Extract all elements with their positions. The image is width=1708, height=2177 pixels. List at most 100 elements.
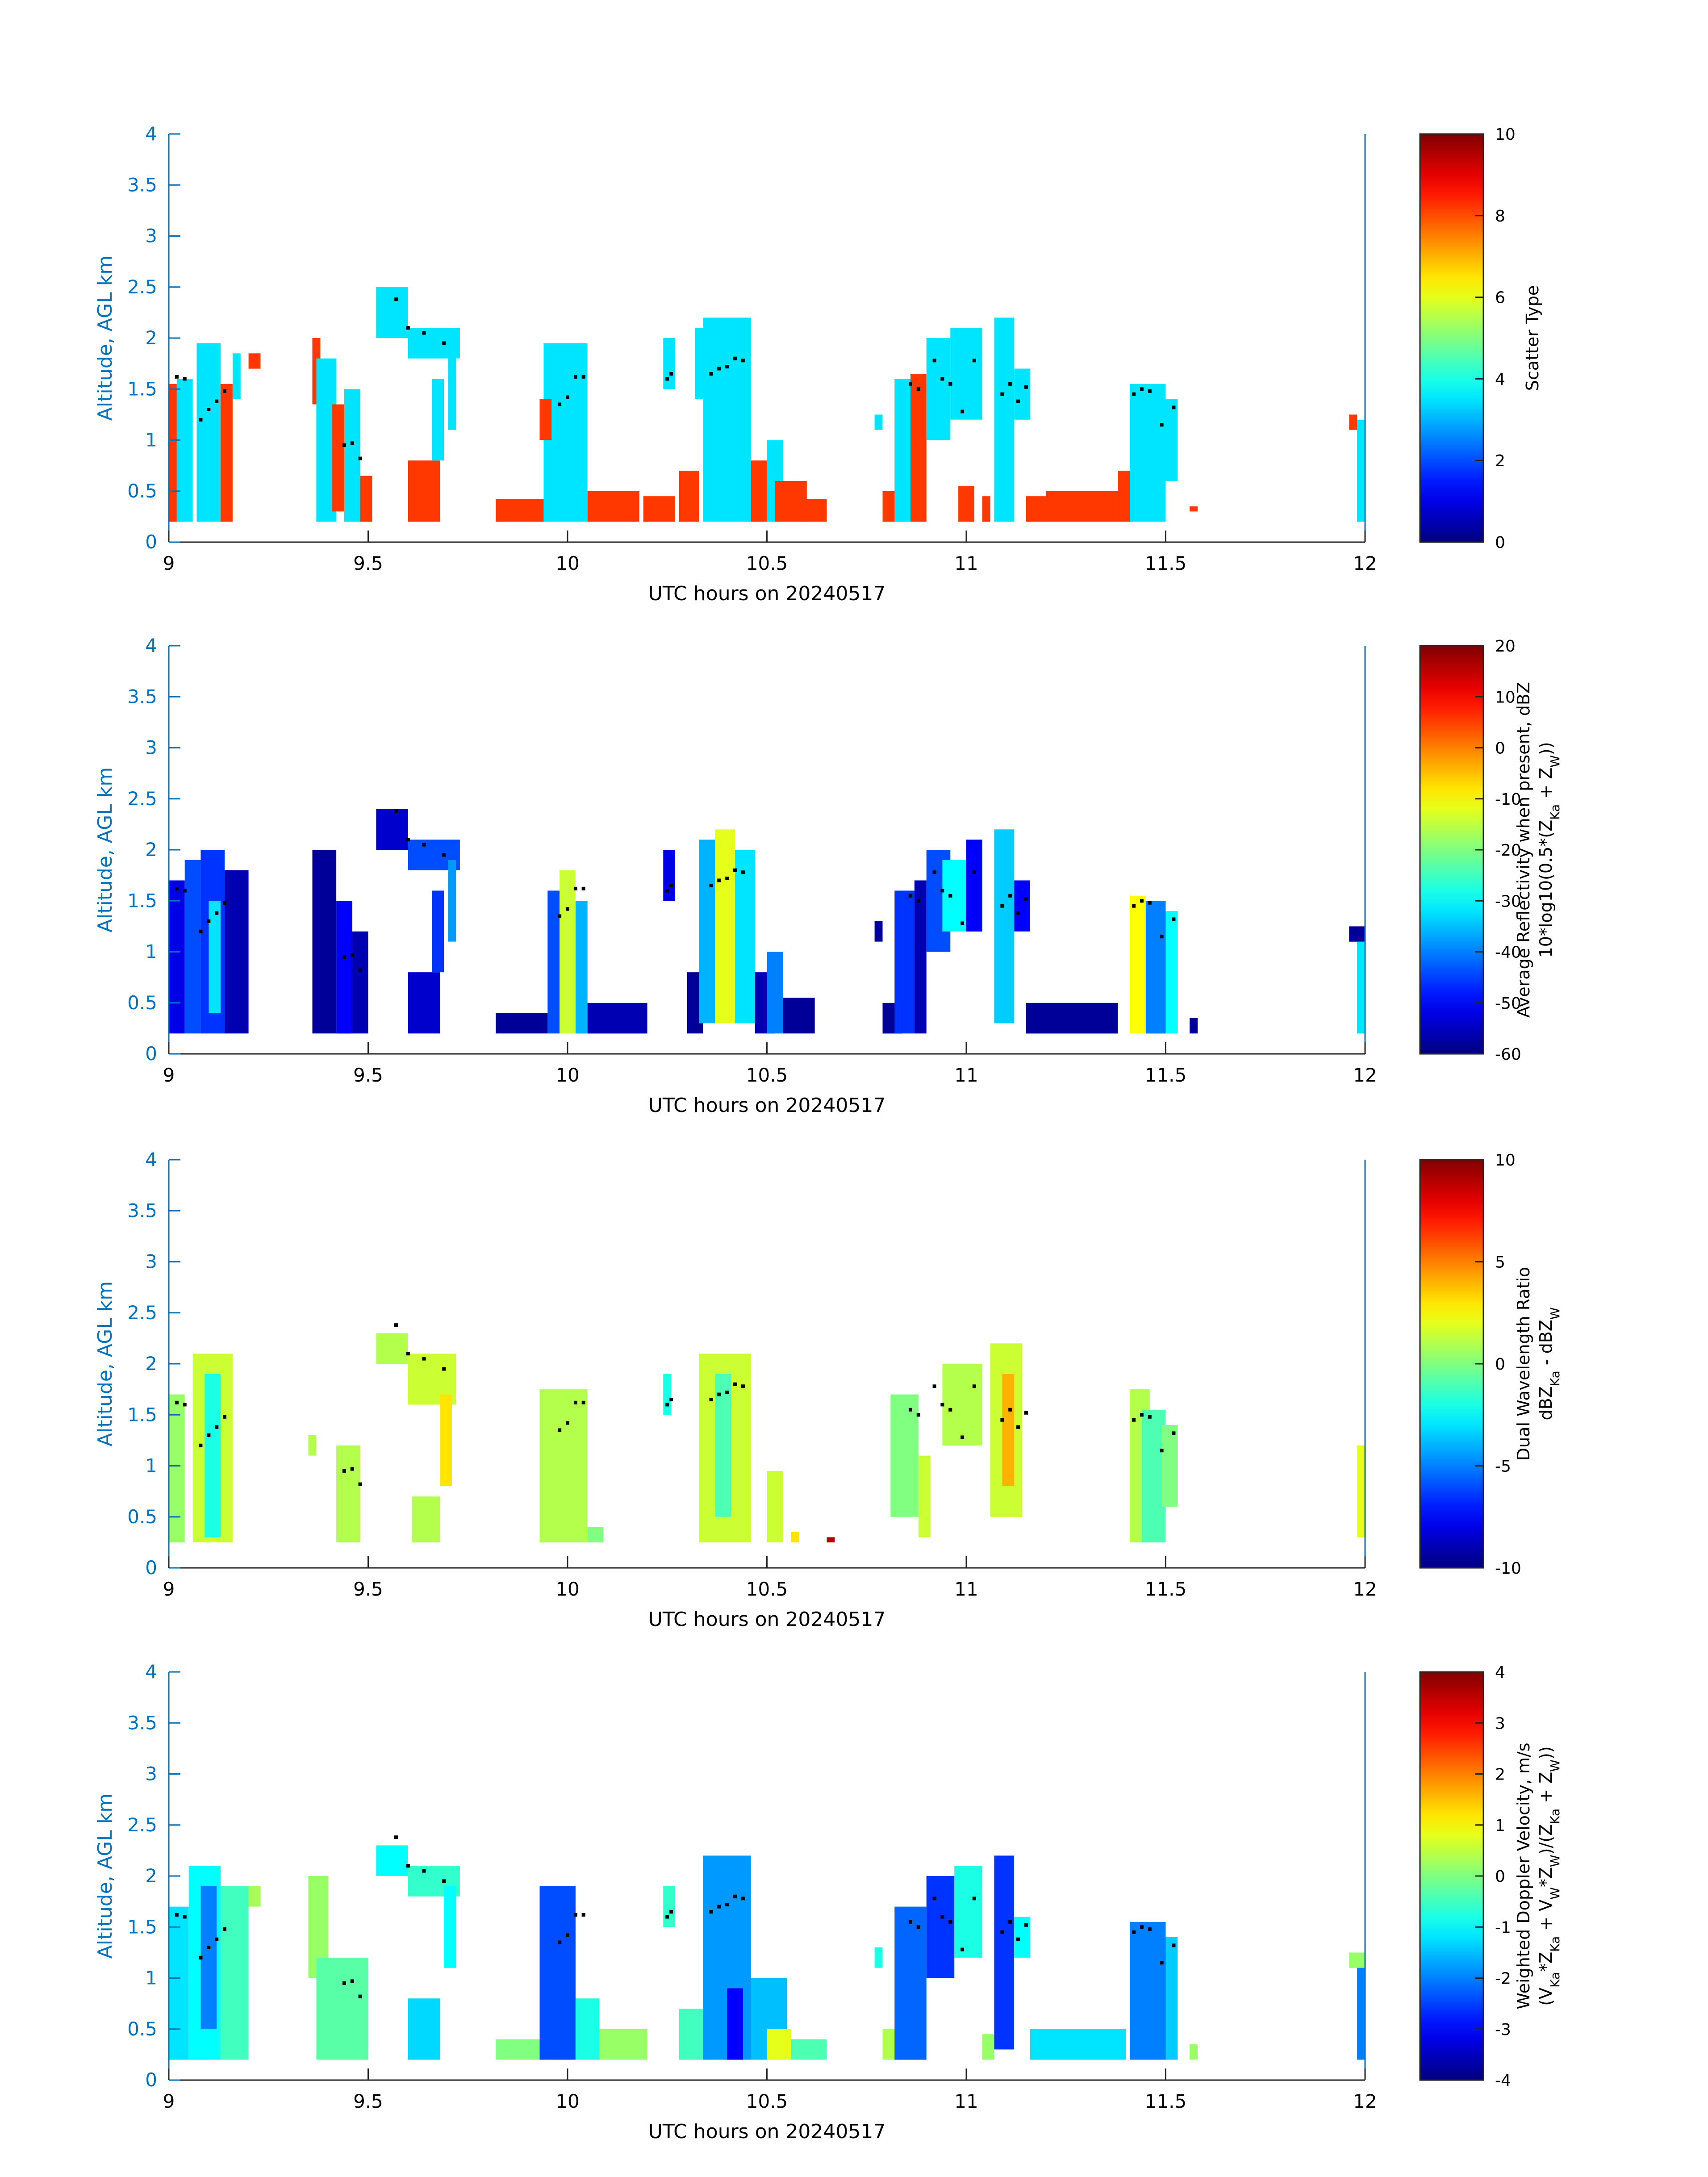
overlay-point: [175, 1400, 179, 1404]
colorbar: [1419, 645, 1484, 1055]
heatmap-cell: [376, 809, 408, 850]
overlay-point: [350, 1979, 354, 1983]
heatmap-cell: [1349, 926, 1365, 942]
heatmap-cell: [966, 840, 982, 932]
heatmap-cell: [1165, 399, 1178, 481]
overlay-point: [733, 1894, 737, 1898]
overlay-point: [394, 297, 398, 301]
colorbar-tick-label: 8: [1495, 207, 1505, 226]
x-tick-label: 9: [163, 2090, 175, 2112]
overlay-points: [175, 1835, 1176, 1998]
y-tick-label: 3.5: [127, 1199, 157, 1221]
heatmap-cell: [918, 1455, 931, 1538]
heatmap-cell: [547, 890, 560, 1034]
overlay-point: [1148, 1415, 1152, 1419]
heatmap-cell: [496, 1013, 548, 1034]
overlay-point: [960, 409, 965, 414]
heatmap-cell: [1002, 1374, 1015, 1487]
heatmap-cell: [169, 880, 185, 1034]
heatmap-cell: [1357, 419, 1365, 522]
colorbar-tick-label: 10: [1495, 1151, 1516, 1170]
heatmap-cell: [942, 860, 966, 932]
colorbar-tick-label: -60: [1495, 1045, 1521, 1064]
heatmap-cell: [954, 1866, 982, 1958]
overlay-point: [1148, 389, 1152, 393]
heatmap-cell: [376, 1333, 408, 1364]
heatmap-cells: [169, 1845, 1365, 2060]
heatmap-cell: [169, 384, 177, 522]
colorbar: [1419, 133, 1484, 543]
colorbar-label: Average Reflectivity when present, dBZ: [1514, 682, 1533, 1018]
x-tick-label: 10.5: [746, 552, 788, 574]
heatmap-cell: [408, 1998, 440, 2060]
colorbar-tick-label: 0: [1495, 740, 1505, 758]
overlay-point: [1132, 1418, 1136, 1422]
overlay-point: [581, 1913, 585, 1917]
y-tick-label: 2.5: [127, 1302, 157, 1324]
overlay-point: [1172, 1943, 1176, 1947]
overlay-point: [406, 326, 410, 330]
heatmap-cell: [735, 850, 755, 1024]
heatmap-cell: [910, 374, 927, 522]
y-tick-label: 3: [145, 225, 157, 247]
overlay-point: [199, 1956, 203, 1960]
heatmap-cell: [1357, 1445, 1365, 1538]
heatmap-cell: [376, 287, 408, 338]
colorbar-label: (VKa*ZKa + VW*ZW)/(ZKa + ZW)): [1536, 1746, 1562, 2006]
heatmap-cell: [982, 496, 990, 522]
heatmap-cell: [376, 1845, 408, 1876]
overlay-point: [442, 853, 446, 857]
y-tick-label: 2: [145, 1353, 157, 1375]
heatmap-cell: [926, 1876, 955, 1978]
overlay-point: [558, 1940, 562, 1944]
overlay-point: [422, 331, 426, 335]
y-tick-label: 0: [145, 2069, 157, 2091]
heatmap-cell: [727, 1988, 743, 2060]
y-tick-label: 0: [145, 531, 157, 553]
y-axis-label: Altitude, AGL km: [94, 1281, 117, 1446]
overlay-point: [948, 382, 952, 386]
heatmap-cell: [1130, 384, 1166, 522]
overlay-point: [1000, 904, 1004, 908]
heatmap-cell: [1046, 491, 1118, 522]
overlay-point: [183, 377, 187, 381]
overlay-point: [566, 1933, 569, 1937]
y-tick-label: 2: [145, 839, 157, 861]
overlay-point: [1160, 935, 1164, 939]
heatmap-cell: [958, 486, 974, 522]
y-tick-label: 1.5: [127, 378, 157, 400]
heatmap-cells: [169, 809, 1365, 1034]
overlay-point: [183, 889, 187, 893]
overlay-point: [1024, 897, 1028, 901]
overlay-point: [709, 1398, 713, 1401]
colorbar-tick-label: 10: [1495, 125, 1516, 144]
heatmap-cell: [176, 379, 193, 522]
heatmap-cell: [874, 921, 883, 942]
overlay-point: [342, 443, 346, 447]
y-tick-label: 2: [145, 327, 157, 349]
overlay-point: [940, 1403, 944, 1407]
colorbar-tick-label: -2: [1495, 1970, 1511, 1988]
y-tick-label: 2: [145, 1865, 157, 1887]
overlay-point: [1000, 392, 1004, 396]
overlay-point: [948, 1408, 952, 1412]
heatmap-cell: [1141, 1409, 1166, 1542]
overlay-point: [394, 1323, 398, 1327]
overlay-point: [717, 1392, 721, 1396]
overlay-point: [183, 1915, 187, 1919]
overlay-point: [972, 1897, 976, 1901]
overlay-point: [948, 894, 952, 898]
heatmap-cell: [599, 2029, 647, 2060]
x-tick-label: 9.5: [353, 552, 383, 574]
overlay-point: [358, 456, 362, 460]
overlay-point: [1172, 405, 1176, 409]
colorbar-tick-label: 1: [1495, 1817, 1505, 1835]
overlay-point: [725, 877, 729, 880]
y-tick-label: 0: [145, 1043, 157, 1065]
overlay-point: [916, 1925, 920, 1929]
overlay-point: [558, 1428, 562, 1432]
overlay-point: [207, 1433, 211, 1437]
overlay-point: [940, 889, 944, 893]
heatmap-cell: [1161, 1425, 1178, 1507]
